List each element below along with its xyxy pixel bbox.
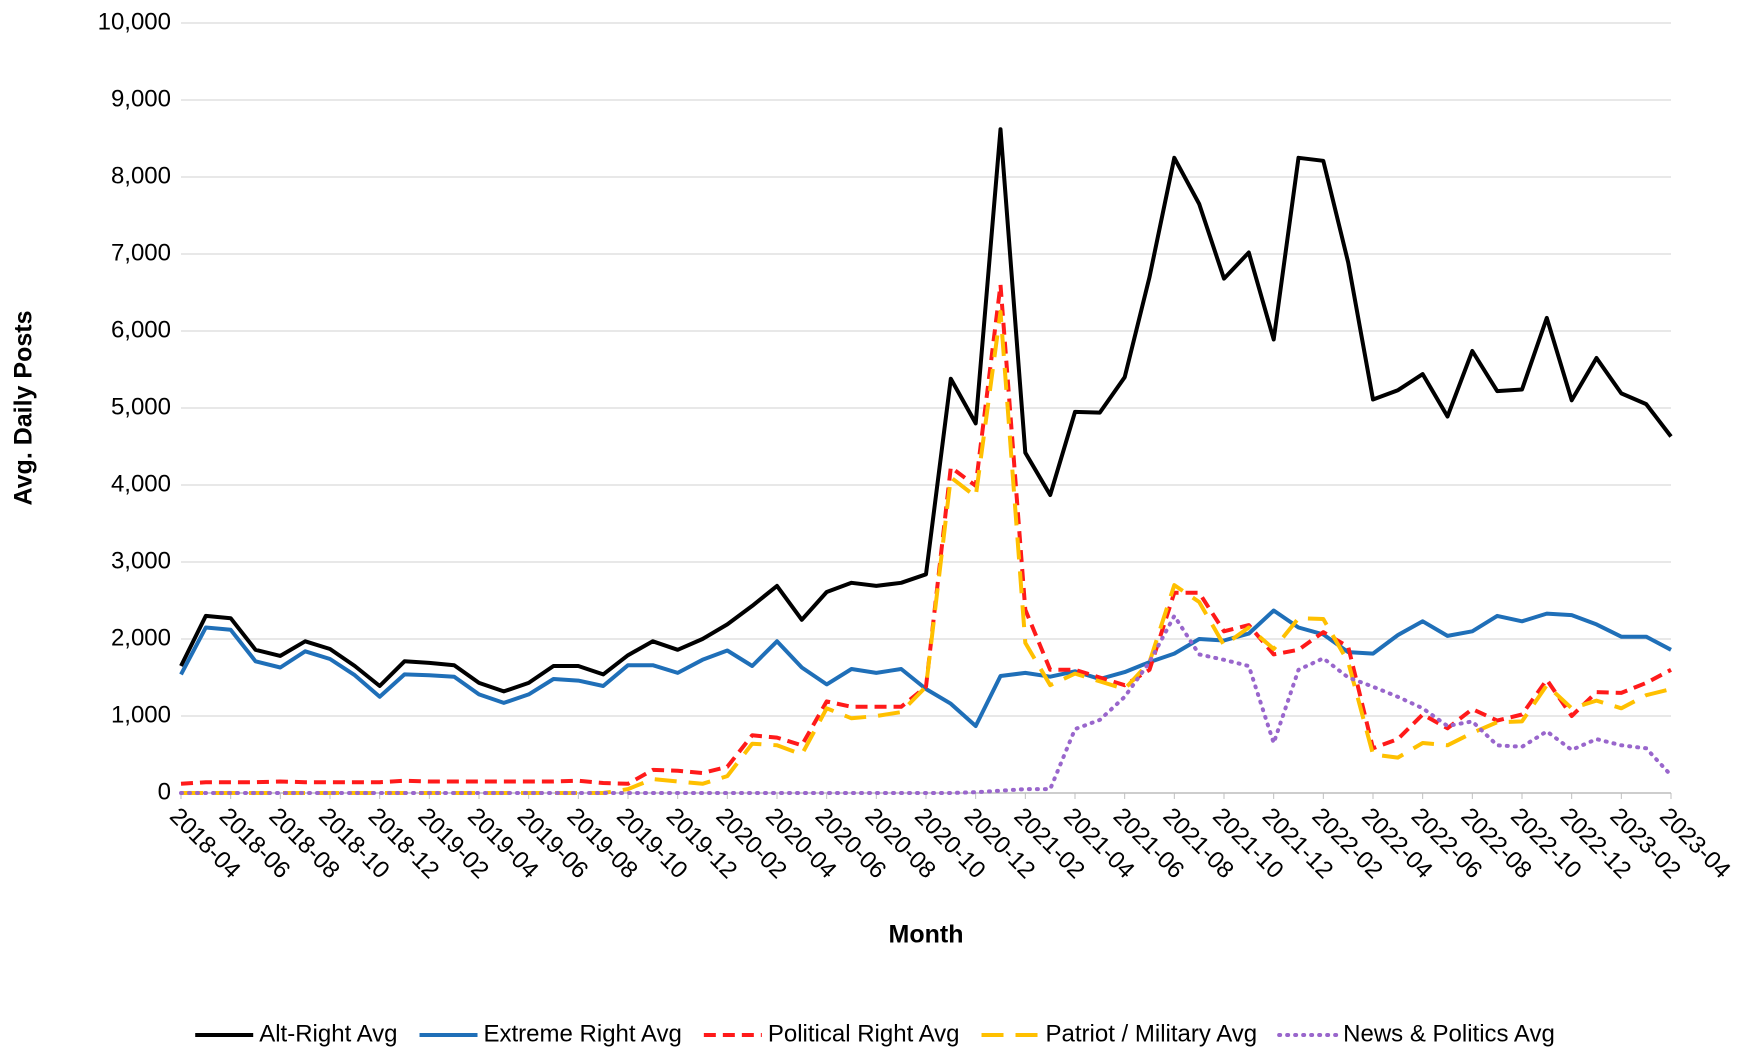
y-tick-label: 8,000 — [111, 162, 171, 189]
x-axis-title: Month — [889, 921, 964, 949]
legend: Alt-Right Avg Extreme Right Avg Political … — [195, 1020, 1555, 1047]
y-tick-label: 5,000 — [111, 393, 171, 420]
y-tick-label: 2,000 — [111, 624, 171, 651]
y-tick-label: 10,000 — [98, 8, 171, 35]
y-tick-label: 1,000 — [111, 701, 171, 728]
series-line — [179, 127, 1673, 694]
series-line — [180, 282, 1672, 786]
y-tick-label: 3,000 — [111, 547, 171, 574]
legend-label: News & Politics Avg — [1343, 1020, 1555, 1047]
series-line — [179, 608, 1672, 728]
legend-label: Extreme Right Avg — [484, 1020, 682, 1047]
legend-label: Patriot / Military Avg — [1046, 1020, 1258, 1047]
y-tick-label: 6,000 — [111, 316, 171, 343]
legend-label: Alt-Right Avg — [259, 1020, 397, 1047]
y-tick-label: 7,000 — [111, 239, 171, 266]
series-line — [179, 613, 1673, 795]
series-line — [181, 309, 1672, 795]
y-tick-label: 9,000 — [111, 85, 171, 112]
y-axis-title: Avg. Daily Posts — [10, 311, 38, 506]
legend-label: Political Right Avg — [768, 1020, 960, 1047]
y-tick-label: 4,000 — [111, 470, 171, 497]
y-tick-label: 0 — [158, 778, 171, 805]
